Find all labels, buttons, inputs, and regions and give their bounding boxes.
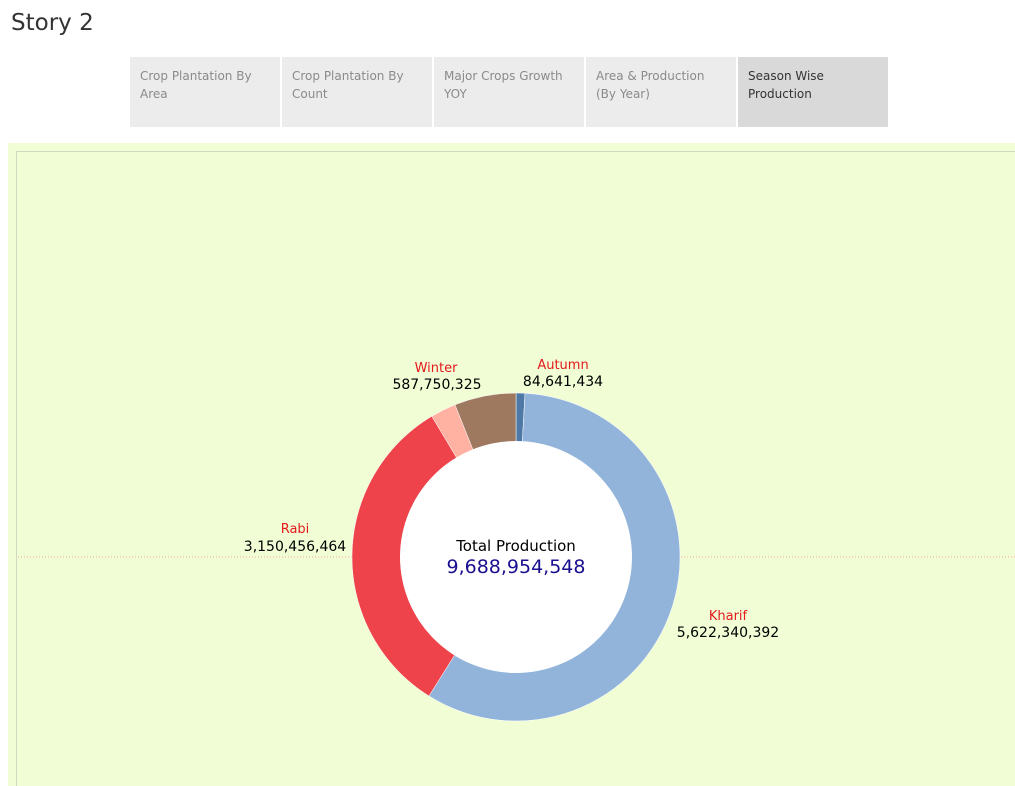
slice-label-winter-name: Winter	[415, 361, 459, 376]
tab-crop-plantation-by-area[interactable]: Crop Plantation By Area	[130, 57, 280, 127]
slice-label-rabi-value: 3,150,456,464	[244, 539, 347, 555]
slice-label-rabi-name: Rabi	[281, 522, 310, 537]
tab-crop-plantation-by-count[interactable]: Crop Plantation By Count	[282, 57, 432, 127]
story-title: Story 2	[11, 10, 94, 36]
slice-label-winter-value: 587,750,325	[392, 377, 481, 393]
tab-major-crops-growth-yoy[interactable]: Major Crops Growth YOY	[434, 57, 584, 127]
slice-label-kharif-name: Kharif	[709, 609, 748, 624]
slice-label-autumn-value: 84,641,434	[523, 374, 603, 390]
dashboard-inner-frame	[16, 151, 1015, 786]
tab-season-wise-production[interactable]: Season Wise Production	[738, 57, 888, 127]
slice-label-autumn-name: Autumn	[537, 358, 588, 373]
tab-area-production-by-year[interactable]: Area & Production (By Year)	[586, 57, 736, 127]
slice-label-kharif-value: 5,622,340,392	[677, 625, 779, 641]
donut-hole	[400, 441, 632, 673]
story-tabs: Crop Plantation By Area Crop Plantation …	[130, 57, 888, 127]
center-label: Total Production	[455, 537, 576, 555]
total-value: 9,688,954,548	[446, 556, 585, 578]
